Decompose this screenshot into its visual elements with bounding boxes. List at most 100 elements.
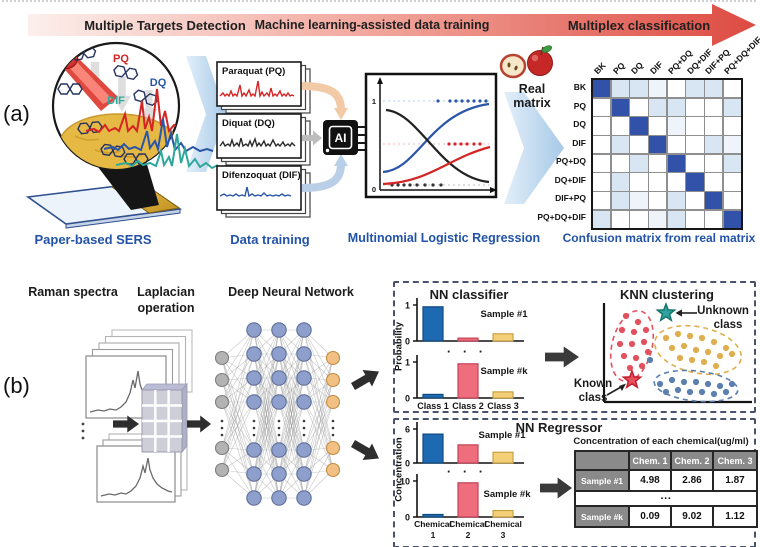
neuron-node <box>271 346 287 362</box>
caption-data-training: Data training <box>230 232 310 247</box>
confusion-cell <box>667 192 685 210</box>
cluster-dot <box>698 388 706 396</box>
caption-deep-neural-network: Deep Neural Network <box>228 285 354 299</box>
cluster-dot <box>628 340 636 348</box>
confusion-row-label: DQ+DIF <box>554 174 586 185</box>
label: Class 2 <box>452 401 484 411</box>
cluster-dot <box>700 358 708 366</box>
confusion-cell <box>723 210 741 228</box>
confusion-row-label: DQ <box>573 119 586 129</box>
banner-step-classification: Multiplex classification <box>567 18 711 33</box>
neuron-node <box>214 462 230 478</box>
apple-icon <box>499 45 553 79</box>
nn-classifier-knn-box <box>393 281 756 413</box>
confusion-cell <box>593 117 611 135</box>
neuron-node <box>296 442 312 458</box>
card-title-paraquat: Paraquat (PQ) <box>222 66 285 77</box>
neuron-node <box>214 350 230 366</box>
cluster-dot <box>712 362 720 370</box>
cluster-dot <box>676 354 684 362</box>
confusion-cell <box>705 210 723 228</box>
cluster-dot <box>680 378 688 386</box>
confusion-cell <box>705 136 723 154</box>
table-header-cell: Sample #1 <box>574 469 630 492</box>
ylabel-concentration: Concentration <box>393 437 405 502</box>
confusion-cell <box>686 154 704 172</box>
confusion-cell <box>611 192 629 210</box>
cluster-dot <box>620 352 628 360</box>
chart-ellipsis-regressor: · · · <box>446 464 488 479</box>
neuron-node <box>296 370 312 386</box>
caption-raman-spectra: Raman spectra <box>28 285 118 299</box>
cluster-dot <box>710 338 718 346</box>
bar <box>492 509 514 518</box>
bar <box>422 306 444 342</box>
label: 1 <box>431 530 436 540</box>
confusion-matrix-grid <box>591 78 743 230</box>
pq-spectrum-trace <box>85 88 179 134</box>
table-value-cell: 4.98 <box>628 469 672 492</box>
block-arrow-icon <box>302 130 322 146</box>
confusion-row-label: PQ <box>573 100 586 111</box>
cluster-dot <box>634 318 642 326</box>
card-title-difenzoquat: Difenzoquat (DIF) <box>222 170 301 181</box>
label: 2 <box>466 530 471 540</box>
panel-a-label: (a) <box>3 101 30 126</box>
cluster-dot <box>698 334 706 342</box>
raman-spectra-stack-1 <box>85 329 193 419</box>
confusion-cell <box>667 117 685 135</box>
chart-ellipsis-classifier: · · · <box>446 344 488 359</box>
label: 1 <box>405 358 410 368</box>
confusion-cell <box>705 173 723 191</box>
data-flow-arrow-top <box>301 82 345 111</box>
block-arrow-icon <box>187 415 211 433</box>
confusion-row-label: PQ+DQ+DIF <box>537 211 586 222</box>
confusion-row-label: DIF <box>572 137 586 148</box>
real-matrix-label-line2: matrix <box>513 96 551 110</box>
confusion-cell <box>705 117 723 135</box>
label: Sample #1 <box>479 430 527 441</box>
table-header-cell: Sample #k <box>574 505 630 528</box>
neuron-node <box>246 346 262 362</box>
confusion-cell <box>723 136 741 154</box>
neuron-node <box>271 490 287 506</box>
bar <box>457 337 479 342</box>
neuron-node <box>246 370 262 386</box>
cluster-dot <box>704 380 712 388</box>
magnifier-cone <box>98 161 159 210</box>
confusion-row-label: DIF+PQ <box>555 193 586 203</box>
title-nn-regressor: NN Regressor <box>515 420 603 435</box>
confusion-cell <box>611 210 629 228</box>
training-card-stack-difenzoquat: Difenzoquat (DIF) <box>216 165 311 218</box>
confusion-cell <box>593 192 611 210</box>
bar <box>457 482 479 518</box>
label: 0 <box>372 185 376 194</box>
neuron-node <box>325 440 341 456</box>
cluster-dot <box>722 388 730 396</box>
cluster-dot <box>644 348 652 356</box>
confusion-cell <box>667 136 685 154</box>
cluster-dot <box>692 346 700 354</box>
confusion-cell <box>686 80 704 98</box>
cluster-dot <box>716 352 724 360</box>
sers-magnified-view: PQ DQ DIF <box>51 41 219 171</box>
cluster-dot <box>686 388 694 396</box>
confusion-cell <box>686 117 704 135</box>
label: Chemical <box>414 519 452 529</box>
confusion-cell <box>593 210 611 228</box>
table-header-cell: Chem. 2 <box>670 450 714 471</box>
cluster-dot <box>642 326 650 334</box>
cluster-dot <box>716 382 724 390</box>
neuron-node <box>296 322 312 338</box>
confusion-cell <box>705 192 723 210</box>
confusion-cell <box>667 210 685 228</box>
title-nn-classifier: NN classifier <box>429 287 509 302</box>
ai-chip-label: AI <box>335 131 347 145</box>
cluster-dot <box>616 340 624 348</box>
training-card-stack-diquat: Diquat (DQ) <box>216 113 311 166</box>
process-arrow-banner <box>28 4 756 46</box>
known-class-label-line1: Known <box>573 378 613 390</box>
label: 0 <box>405 459 410 469</box>
